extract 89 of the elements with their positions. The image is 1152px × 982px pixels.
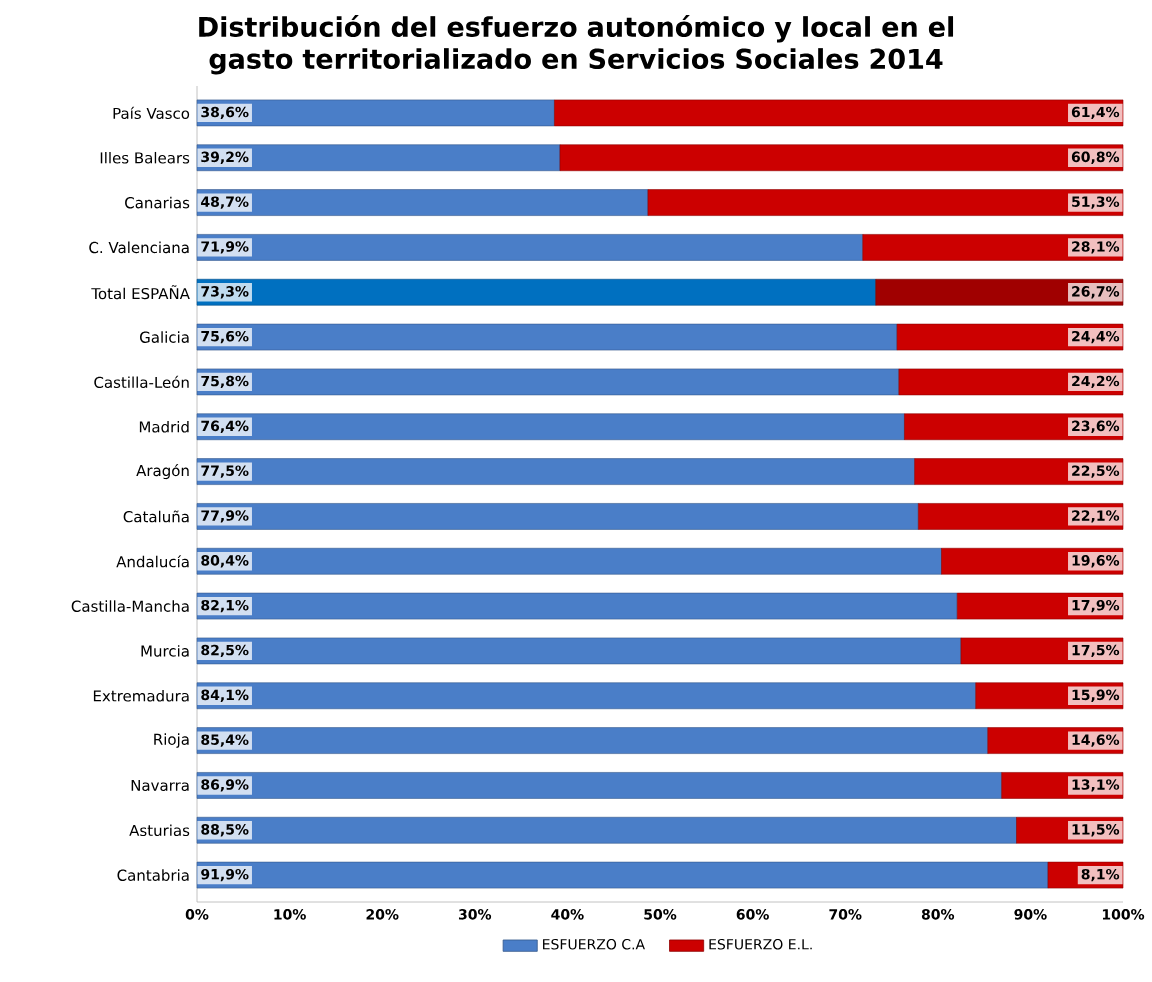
y-tick-label: Galicia [140,331,189,343]
data-label: 38,6% [201,106,249,120]
legend-label: ESFUERZO C.A [543,938,645,950]
x-tick-label: 30% [458,909,492,920]
y-tick-label: Total ESPAÑA [91,285,190,300]
bar [647,189,1124,216]
y-tick-label: Asturias [129,824,190,837]
bar [196,144,561,172]
y-tick-label: Castilla-Mancha [71,600,189,612]
data-label: 88,5% [201,824,249,837]
data-label: 75,6% [201,330,249,344]
data-label: 51,3% [1072,196,1120,209]
bar [196,682,977,710]
data-label: 91,9% [201,868,249,882]
y-tick-label: Canarias [125,196,190,209]
data-label: 15,9% [1072,689,1120,702]
y-tick-label: Madrid [139,420,189,433]
y-tick-label: Castilla-León [94,375,189,389]
y-tick-label: País Vasco [113,106,190,120]
bar [196,278,877,306]
bar [196,413,905,441]
bar [196,592,958,620]
x-tick-label: 90% [1014,909,1047,920]
data-label: 14,6% [1072,734,1120,747]
y-tick-label: Navarra [131,779,189,792]
y-tick-label: Cantabria [117,869,189,881]
data-label: 86,9% [201,779,249,792]
bar [196,861,1049,889]
bar [196,547,942,575]
x-tick-label: 50% [644,909,677,920]
data-label: 13,1% [1072,779,1120,792]
y-tick-label: Illes Balears [100,151,190,164]
bar [196,816,1017,844]
x-tick-label: 40% [551,909,584,920]
data-label: 8,1% [1081,868,1120,882]
data-label: 17,5% [1072,644,1120,658]
x-tick-label: 0% [185,909,209,920]
data-label: 82,1% [201,599,249,613]
bar [196,323,898,351]
x-tick-label: 80% [921,909,955,920]
bar [196,458,915,485]
data-label: 22,1% [1072,510,1120,523]
data-label: 39,2% [201,151,249,164]
y-tick-label: Extremadura [93,689,189,702]
data-label: 75,8% [201,375,249,389]
x-tick-label: 10% [274,909,306,920]
data-label: 77,5% [201,465,249,478]
data-label: 71,9% [201,241,249,254]
data-label: 11,5% [1072,824,1120,837]
bar [196,189,649,216]
x-tick-label: 20% [366,909,399,920]
data-label: 23,6% [1072,420,1120,433]
x-tick-label: 100% [1102,909,1145,920]
data-label: 80,4% [201,555,249,568]
data-label: 77,9% [201,510,249,523]
data-label: 24,4% [1072,330,1120,344]
data-label: 76,4% [201,420,249,433]
data-label: 24,2% [1072,375,1120,389]
legend-label: ESFUERZO E.L. [709,938,812,950]
bar [196,234,864,261]
y-tick-label: Andalucía [116,555,189,568]
data-label: 28,1% [1072,241,1120,254]
chart-title: Distribución del esfuerzo autonómico y local en el gasto territorializado en Servicios Sociales 2014 [199,15,954,75]
y-tick-label: Murcia [141,645,189,657]
y-tick-label: Cataluña [123,510,189,523]
y-tick-label: C. Valenciana [89,241,189,254]
data-label: 84,1% [201,689,249,702]
data-label: 60,8% [1071,151,1120,164]
bar [554,99,1124,127]
data-label: 73,3% [201,286,249,299]
data-label: 22,5% [1072,465,1120,478]
data-label: 48,7% [201,196,249,209]
bar [196,99,555,127]
x-tick-label: 60% [736,909,769,920]
y-tick-label: Aragón [136,464,189,480]
bar [559,144,1124,172]
bar [196,503,919,530]
bar [196,368,900,396]
x-tick-label: 70% [829,909,862,920]
bar [196,727,989,754]
data-label: 19,6% [1072,555,1120,568]
data-label: 17,9% [1072,599,1120,613]
bar [196,637,962,665]
y-tick-label: Rioja [154,733,189,748]
data-label: 26,7% [1072,286,1120,299]
data-label: 61,4% [1071,106,1120,120]
data-label: 82,5% [201,644,249,658]
bar [196,772,1002,799]
data-label: 85,4% [201,734,249,747]
